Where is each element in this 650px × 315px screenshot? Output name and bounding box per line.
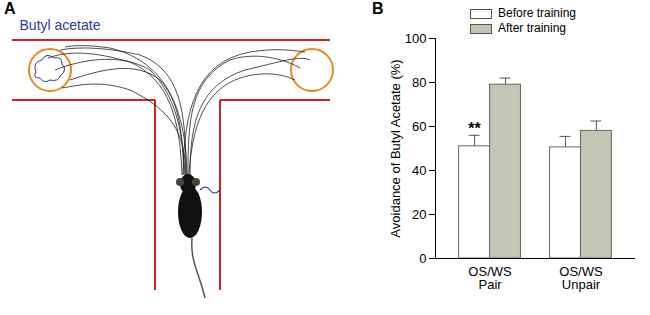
html-text:A: A [4,0,16,17]
svg-text:40: 40 [412,163,426,178]
html-text:B: B [372,0,384,17]
svg-text:Avoidance of Butyl Acetate (%): Avoidance of Butyl Acetate (%) [388,59,403,237]
svg-text:60: 60 [412,119,426,134]
svg-text:100: 100 [405,31,427,46]
html-text:Before training: Before training [498,6,576,20]
svg-text:**: ** [468,120,481,137]
svg-text:OS/WSPair: OS/WSPair [468,264,512,292]
svg-text:0: 0 [419,251,426,266]
svg-text:80: 80 [412,75,426,90]
svg-text:Butyl acetate: Butyl acetate [20,17,101,33]
html-text:After training: After training [498,21,566,35]
svg-text:20: 20 [412,207,426,222]
svg-text:OS/WSUnpair: OS/WSUnpair [559,264,603,292]
